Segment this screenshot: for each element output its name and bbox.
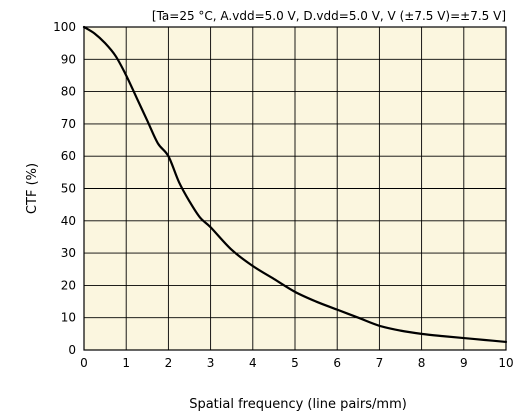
x-tick-label: 3 — [207, 356, 215, 370]
ctf-curve-line — [82, 25, 508, 344]
y-tick-label: 50 — [61, 182, 76, 196]
x-tick-label: 0 — [80, 356, 88, 370]
y-tick-label: 100 — [53, 20, 76, 34]
x-tick-label: 1 — [122, 356, 130, 370]
y-tick-label: 90 — [61, 52, 76, 66]
x-tick-label: 5 — [291, 356, 299, 370]
y-tick-label: 80 — [61, 85, 76, 99]
y-axis-label: CTF (%) — [25, 163, 40, 214]
x-tick-label: 4 — [249, 356, 257, 370]
y-tick-label: 0 — [68, 343, 76, 357]
x-tick-label: 6 — [333, 356, 341, 370]
y-tick-label: 70 — [61, 117, 76, 131]
y-tick-label: 10 — [61, 311, 76, 325]
y-tick-label: 40 — [61, 214, 76, 228]
x-tick-label: 10 — [498, 356, 513, 370]
conditions-annotation: [Ta=25 °C, A.vdd=5.0 V, D.vdd=5.0 V, V (… — [152, 9, 506, 23]
y-tick-label: 20 — [61, 278, 76, 292]
x-tick-label: 8 — [418, 356, 426, 370]
x-axis-label: Spatial frequency (line pairs/mm) — [189, 397, 407, 412]
plot-border — [83, 26, 507, 351]
y-tick-label: 60 — [61, 149, 76, 163]
y-axis-ticks: 0 10 20 30 40 50 60 70 80 90 100 — [53, 20, 76, 357]
x-tick-label: 9 — [460, 356, 468, 370]
x-tick-label: 2 — [165, 356, 173, 370]
x-axis-ticks: 0 1 2 3 4 5 6 7 8 9 10 — [80, 356, 513, 370]
x-tick-label: 7 — [376, 356, 384, 370]
y-tick-label: 30 — [61, 246, 76, 260]
